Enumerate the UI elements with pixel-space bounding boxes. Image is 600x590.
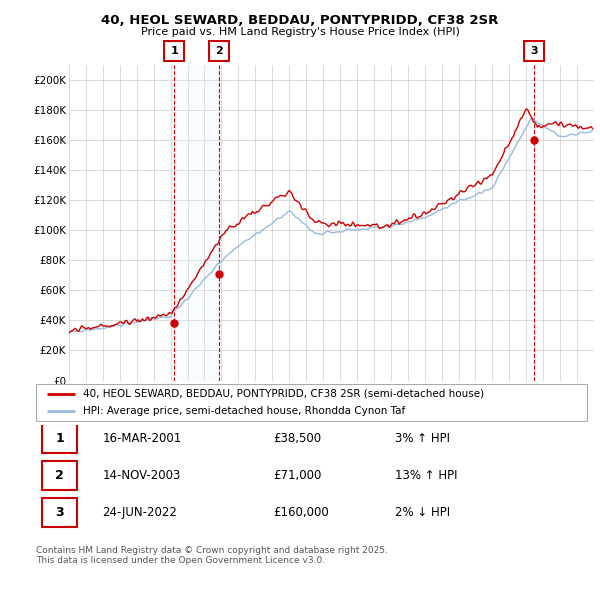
Text: HPI: Average price, semi-detached house, Rhondda Cynon Taf: HPI: Average price, semi-detached house,… (83, 407, 405, 417)
FancyBboxPatch shape (41, 424, 77, 453)
Bar (174, 65, 219, 381)
Text: 13% ↑ HPI: 13% ↑ HPI (395, 468, 457, 482)
Text: £38,500: £38,500 (274, 432, 322, 445)
Text: £71,000: £71,000 (274, 468, 322, 482)
Text: 1: 1 (55, 432, 64, 445)
FancyBboxPatch shape (36, 384, 587, 421)
Text: 40, HEOL SEWARD, BEDDAU, PONTYPRIDD, CF38 2SR: 40, HEOL SEWARD, BEDDAU, PONTYPRIDD, CF3… (101, 14, 499, 27)
Text: 2% ↓ HPI: 2% ↓ HPI (395, 506, 450, 519)
Text: Price paid vs. HM Land Registry's House Price Index (HPI): Price paid vs. HM Land Registry's House … (140, 28, 460, 37)
Text: 3% ↑ HPI: 3% ↑ HPI (395, 432, 450, 445)
FancyBboxPatch shape (164, 41, 184, 61)
Text: 2: 2 (55, 468, 64, 482)
Text: 14-NOV-2003: 14-NOV-2003 (102, 468, 181, 482)
Text: £160,000: £160,000 (274, 506, 329, 519)
Text: 2: 2 (215, 46, 223, 55)
Text: 24-JUN-2022: 24-JUN-2022 (102, 506, 177, 519)
FancyBboxPatch shape (524, 41, 544, 61)
Text: 3: 3 (530, 46, 538, 55)
Text: 3: 3 (55, 506, 64, 519)
Text: Contains HM Land Registry data © Crown copyright and database right 2025.
This d: Contains HM Land Registry data © Crown c… (36, 546, 388, 565)
FancyBboxPatch shape (209, 41, 229, 61)
FancyBboxPatch shape (41, 498, 77, 527)
FancyBboxPatch shape (41, 461, 77, 490)
Text: 1: 1 (170, 46, 178, 55)
Text: 40, HEOL SEWARD, BEDDAU, PONTYPRIDD, CF38 2SR (semi-detached house): 40, HEOL SEWARD, BEDDAU, PONTYPRIDD, CF3… (83, 389, 484, 399)
Text: 16-MAR-2001: 16-MAR-2001 (102, 432, 181, 445)
